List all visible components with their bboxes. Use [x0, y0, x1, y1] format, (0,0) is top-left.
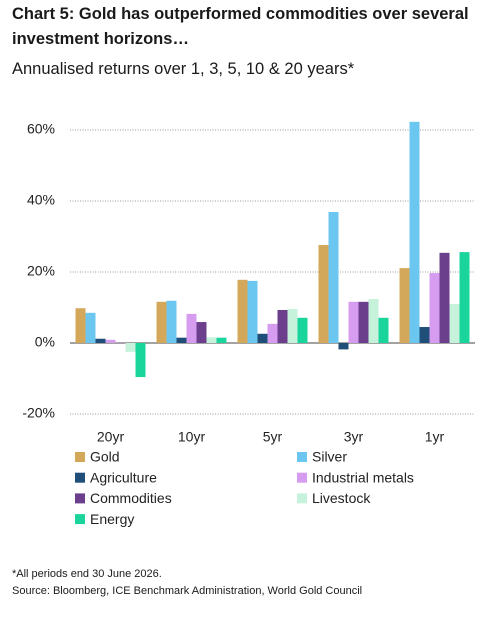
- bar: [267, 323, 278, 343]
- legend-swatch: [297, 472, 307, 483]
- bar: [206, 337, 217, 343]
- legend-label: Industrial metals: [312, 469, 414, 485]
- bar: [459, 252, 470, 343]
- bar: [156, 301, 167, 343]
- bar: [196, 322, 207, 343]
- y-tick-label: -20%: [22, 405, 55, 421]
- chart-title: Chart 5: Gold has outperformed commoditi…: [12, 5, 469, 48]
- bar: [318, 245, 329, 343]
- legend-swatch: [75, 493, 85, 504]
- bar: [105, 339, 116, 343]
- legend-swatch: [297, 452, 307, 462]
- bar: [237, 279, 248, 343]
- bar: [176, 337, 187, 343]
- legend-label: Agriculture: [90, 469, 157, 485]
- legend-swatch: [75, 514, 85, 525]
- x-tick-label: 1yr: [425, 429, 445, 445]
- bar: [297, 317, 308, 343]
- bar: [247, 280, 258, 343]
- bar: [328, 212, 339, 343]
- bar: [257, 333, 268, 343]
- bar: [216, 337, 227, 343]
- bar: [358, 301, 369, 343]
- legend-label: Livestock: [312, 490, 371, 506]
- y-tick-label: 40%: [27, 192, 55, 208]
- source: Source: Bloomberg, ICE Benchmark Adminis…: [12, 585, 363, 597]
- x-tick-label: 3yr: [344, 429, 364, 445]
- y-tick-label: 60%: [27, 121, 55, 137]
- bar: [166, 300, 177, 343]
- bar: [409, 121, 420, 344]
- bar: [95, 338, 106, 343]
- bar: [399, 268, 410, 343]
- legend-label: Energy: [90, 511, 134, 527]
- bar: [287, 308, 298, 343]
- bar: [429, 273, 440, 343]
- footnote: *All periods end 30 June 2026.: [12, 568, 162, 580]
- bar: [186, 313, 197, 343]
- legend-label: Silver: [312, 449, 347, 465]
- x-tick-label: 10yr: [178, 429, 206, 445]
- bar: [125, 343, 136, 352]
- x-tick-label: 5yr: [263, 429, 283, 445]
- bar: [277, 309, 288, 343]
- x-tick-label: 20yr: [97, 429, 125, 445]
- bar: [75, 308, 86, 343]
- chart-subtitle: Annualised returns over 1, 3, 5, 10 & 20…: [12, 60, 355, 78]
- legend-swatch: [75, 452, 85, 462]
- legend-swatch: [75, 472, 85, 483]
- bar: [135, 343, 146, 378]
- bar: [449, 303, 460, 343]
- y-tick-label: 20%: [27, 263, 55, 279]
- bar: [419, 327, 430, 343]
- bar: [378, 317, 389, 343]
- legend-swatch: [297, 493, 307, 504]
- bar: [368, 298, 379, 343]
- bar: [439, 252, 450, 343]
- bar: [85, 312, 96, 343]
- bar: [348, 301, 359, 343]
- legend-label: Commodities: [90, 490, 172, 506]
- y-tick-label: 0%: [35, 334, 55, 350]
- bar: [338, 343, 349, 350]
- legend-label: Gold: [90, 449, 120, 465]
